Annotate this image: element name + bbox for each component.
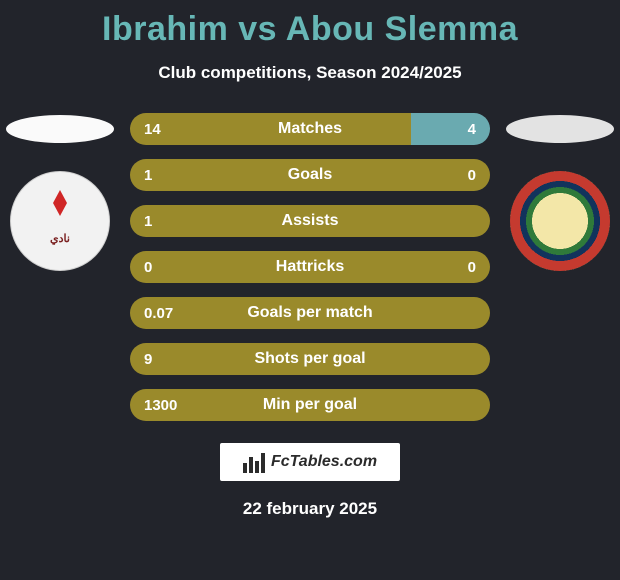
player-right-column [500,113,620,271]
stat-bars: 14Matches4 1Goals0 1Assists 0Hattricks0 0.07… [130,113,490,421]
stat-bar-left-segment [130,343,490,375]
stat-bar-left-segment [130,251,490,283]
stat-bar-left-segment [130,205,490,237]
player-left-club-badge: نادي [10,171,110,271]
stat-bar: 1Assists [130,205,490,237]
comparison-date: 22 february 2025 [0,499,620,519]
fctables-logo-text: FcTables.com [271,453,377,471]
player-right-ellipse [506,115,614,143]
stat-bar-left-segment [130,113,411,145]
stat-bar-left-segment [130,297,490,329]
stat-bar: 14Matches4 [130,113,490,145]
stat-bar: 0.07Goals per match [130,297,490,329]
stat-bar: 1Goals0 [130,159,490,191]
stat-bar: 1300Min per goal [130,389,490,421]
comparison-subtitle: Club competitions, Season 2024/2025 [0,63,620,83]
comparison-content: نادي 14Matches4 1Goals0 1Assists 0Hattricks… [0,113,620,421]
player-left-column: نادي [0,113,120,271]
comparison-title: Ibrahim vs Abou Slemma [0,0,620,49]
player-left-club-label: نادي [50,232,70,245]
stat-bar-left-segment [130,159,490,191]
stat-bar-right-segment [411,113,490,145]
stat-bar: 9Shots per goal [130,343,490,375]
stat-bar: 0Hattricks0 [130,251,490,283]
player-right-club-badge [510,171,610,271]
fctables-logo-icon [243,451,265,473]
stat-bar-left-segment [130,389,490,421]
fctables-logo[interactable]: FcTables.com [220,443,400,481]
player-left-ellipse [6,115,114,143]
